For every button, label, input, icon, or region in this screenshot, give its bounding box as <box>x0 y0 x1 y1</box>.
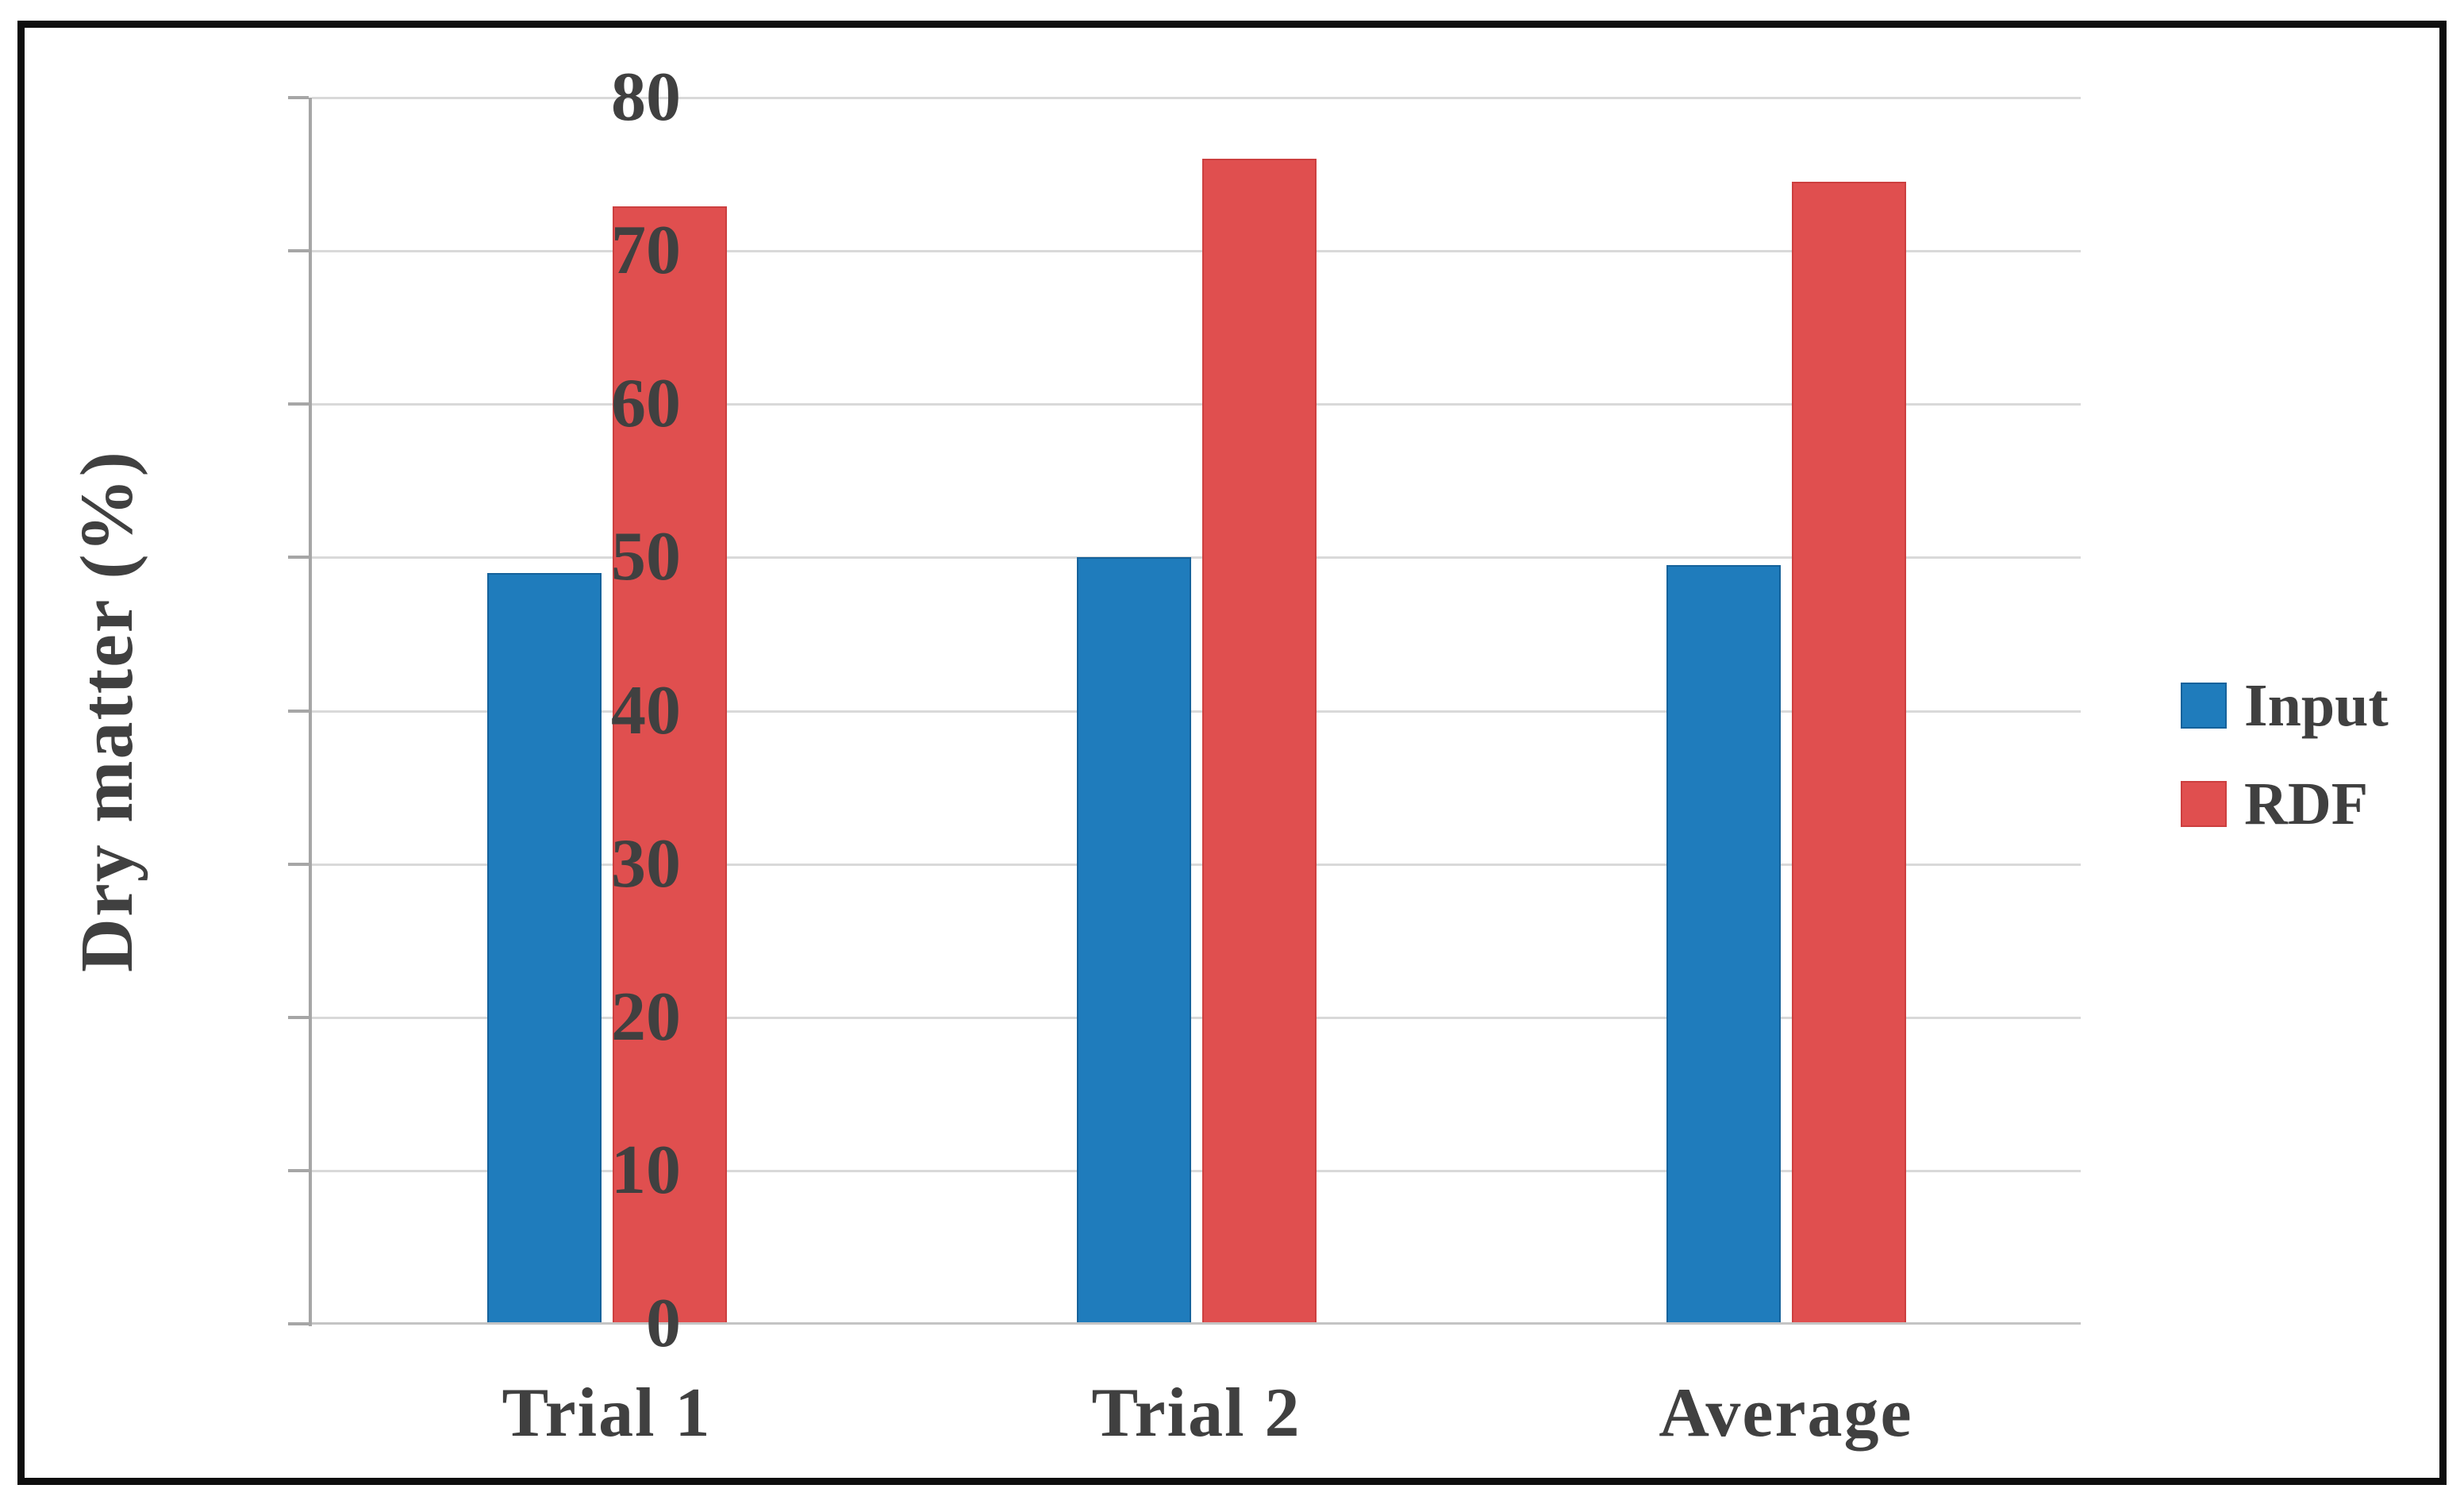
x-category-label-trial-1: Trial 1 <box>502 1375 712 1452</box>
y-tick-label-50: 50 <box>611 518 681 596</box>
gridline-40 <box>312 710 2081 713</box>
y-tick-label-40: 40 <box>611 671 681 749</box>
bar-input-average <box>1666 565 1781 1324</box>
y-tick-label-60: 60 <box>611 365 681 443</box>
y-tick-mark-20 <box>288 1015 309 1019</box>
bar-rdf-trial-2 <box>1202 159 1317 1324</box>
gridline-60 <box>312 403 2081 406</box>
y-tick-label-0: 0 <box>646 1285 681 1362</box>
y-axis-line <box>309 98 312 1326</box>
figure-border <box>17 21 2447 1485</box>
gridline-70 <box>312 250 2081 253</box>
y-tick-label-70: 70 <box>611 212 681 290</box>
y-tick-label-80: 80 <box>611 59 681 136</box>
gridline-30 <box>312 863 2081 866</box>
x-category-label-average: Average <box>1659 1375 1913 1452</box>
gridline-20 <box>312 1016 2081 1019</box>
gridline-10 <box>312 1169 2081 1172</box>
legend-item-input: Input <box>2181 675 2389 736</box>
legend-label-rdf: RDF <box>2244 771 2369 837</box>
y-tick-mark-70 <box>288 249 309 253</box>
x-axis-line <box>312 1322 2081 1325</box>
y-tick-mark-0 <box>288 1322 309 1325</box>
legend: Input RDF <box>2181 675 2389 878</box>
y-tick-label-10: 10 <box>611 1131 681 1209</box>
x-category-label-trial-2: Trial 2 <box>1091 1375 1301 1452</box>
gridline-80 <box>312 97 2081 99</box>
y-tick-mark-60 <box>288 402 309 406</box>
gridline-50 <box>312 556 2081 560</box>
y-tick-mark-50 <box>288 556 309 560</box>
legend-swatch-input-icon <box>2181 683 2227 729</box>
plot-area <box>288 96 2081 1326</box>
legend-swatch-rdf-icon <box>2181 781 2227 827</box>
bar-rdf-trial-1 <box>613 206 727 1324</box>
bar-input-trial-2 <box>1077 557 1191 1324</box>
y-tick-mark-80 <box>288 96 309 99</box>
y-tick-mark-40 <box>288 709 309 713</box>
bar-rdf-average <box>1792 182 1906 1324</box>
bar-input-trial-1 <box>487 573 602 1324</box>
y-axis-title: Dry matter (%) <box>66 450 148 972</box>
y-tick-mark-30 <box>288 862 309 866</box>
legend-label-input: Input <box>2244 672 2389 739</box>
y-tick-label-20: 20 <box>611 978 681 1056</box>
y-tick-mark-10 <box>288 1168 309 1172</box>
legend-item-rdf: RDF <box>2181 774 2389 834</box>
y-tick-label-30: 30 <box>611 825 681 902</box>
